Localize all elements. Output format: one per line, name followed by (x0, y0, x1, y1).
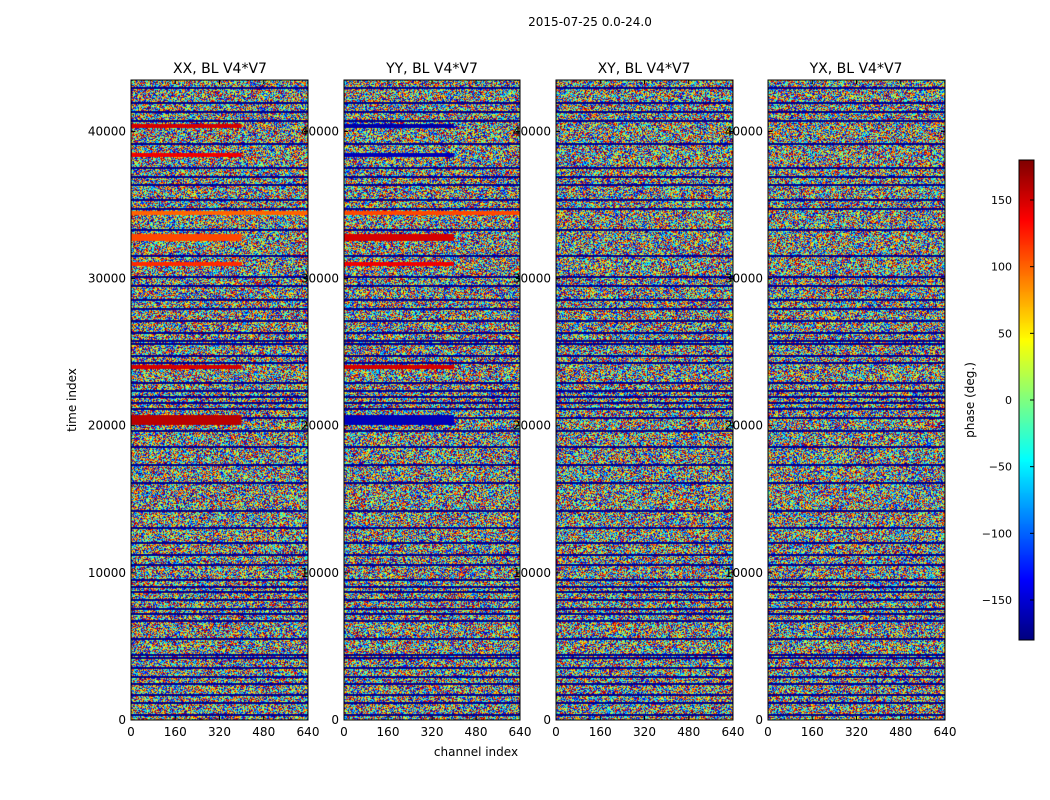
x-tick-label: 160 (801, 725, 824, 739)
panel-title-yy: YY, BL V4*V7 (385, 61, 478, 77)
x-tick-label: 320 (208, 725, 231, 739)
y-tick-label: 30000 (88, 272, 126, 286)
y-tick-label: 30000 (725, 272, 763, 286)
y-tick-label: 30000 (513, 272, 551, 286)
colorbar-tick-label: −150 (982, 594, 1012, 607)
colorbar: −150 −100 −50 0 50 100 150 phase (deg.) (963, 159, 1035, 641)
y-tick-label: 10000 (513, 566, 551, 580)
y-tick-label: 10000 (301, 566, 339, 580)
x-tick-label: 640 (297, 725, 320, 739)
heatmap-canvas-xx (131, 80, 308, 720)
y-tick-label: 20000 (301, 419, 339, 433)
heatmap-canvas-yx (768, 80, 945, 720)
y-tick-label: 20000 (725, 419, 763, 433)
x-axis-label: channel index (434, 745, 518, 759)
x-tick-label: 0 (764, 725, 772, 739)
colorbar-ticks: −150 −100 −50 0 50 100 150 (982, 194, 1034, 607)
colorbar-tick-label: −100 (982, 527, 1012, 540)
y-tick-label: 0 (118, 713, 126, 727)
heatmap-canvas-yy (344, 80, 520, 720)
panel-xy: XY, BL V4*V7 (555, 61, 734, 721)
x-tick-label: 640 (722, 725, 745, 739)
panel-title-xx: XX, BL V4*V7 (173, 61, 267, 77)
colorbar-tick-label: 50 (998, 327, 1012, 340)
colorbar-canvas (1019, 160, 1034, 640)
x-tick-label: 160 (589, 725, 612, 739)
x-tick-label: 0 (127, 725, 135, 739)
x-tick-label: 640 (934, 725, 957, 739)
panel-yx: YX, BL V4*V7 (767, 61, 946, 721)
x-tick-label: 160 (164, 725, 187, 739)
x-tick-label: 320 (421, 725, 444, 739)
y-tick-label: 10000 (725, 566, 763, 580)
panel-title-xy: XY, BL V4*V7 (598, 61, 691, 77)
heatmap-canvas-xy (556, 80, 733, 720)
colorbar-tick-label: 0 (1005, 394, 1012, 407)
colorbar-tick-label: 150 (991, 194, 1012, 207)
x-tick-label: 0 (340, 725, 348, 739)
panel-xx: XX, BL V4*V7 (130, 61, 309, 721)
y-tick-label: 0 (543, 713, 551, 727)
figure-suptitle: 2015-07-25 0.0-24.0 (528, 15, 652, 29)
x-tick-label: 640 (509, 725, 532, 739)
colorbar-tick-label: −50 (989, 461, 1012, 474)
x-tick-label: 480 (465, 725, 488, 739)
x-tick-label: 0 (552, 725, 560, 739)
y-tick-label: 20000 (88, 419, 126, 433)
y-tick-label: 10000 (88, 566, 126, 580)
panel-title-yx: YX, BL V4*V7 (809, 61, 903, 77)
y-tick-label: 0 (755, 713, 763, 727)
y-tick-label: 40000 (301, 124, 339, 138)
y-tick-label: 40000 (725, 124, 763, 138)
x-tick-label: 160 (377, 725, 400, 739)
y-axis-label: time index (65, 368, 79, 432)
axis-ticks: 0 160 320 480 640 0 10000 20000 30000 40000 0 160 32… (88, 80, 957, 739)
y-tick-label: 0 (331, 713, 339, 727)
x-tick-label: 480 (677, 725, 700, 739)
y-tick-label: 40000 (88, 124, 126, 138)
panel-yy: YY, BL V4*V7 (343, 61, 521, 721)
x-tick-label: 320 (845, 725, 868, 739)
y-tick-label: 30000 (301, 272, 339, 286)
colorbar-label: phase (deg.) (963, 362, 977, 438)
x-tick-label: 480 (252, 725, 275, 739)
x-tick-label: 480 (889, 725, 912, 739)
y-tick-label: 40000 (513, 124, 551, 138)
y-tick-label: 20000 (513, 419, 551, 433)
colorbar-tick-label: 100 (991, 261, 1012, 274)
x-tick-label: 320 (633, 725, 656, 739)
